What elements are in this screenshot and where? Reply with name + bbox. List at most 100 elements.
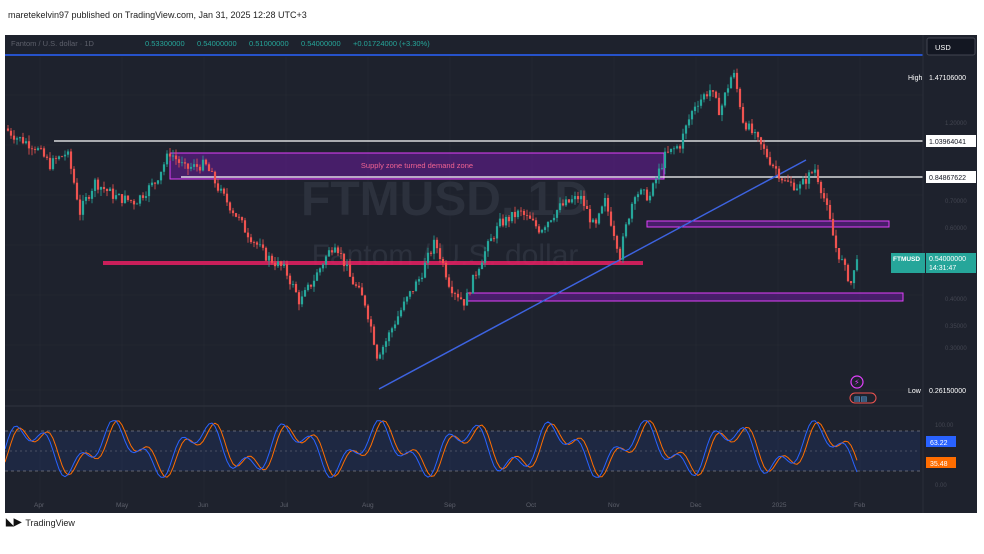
x-tick-label: Sep — [444, 502, 456, 509]
candle-body — [819, 181, 823, 194]
candle-body — [486, 241, 490, 252]
candle-body — [72, 168, 76, 183]
candle-body — [198, 166, 202, 171]
candle-body — [777, 168, 781, 179]
pink-support-line[interactable] — [103, 261, 643, 265]
trendline[interactable] — [378, 159, 807, 390]
candle-body — [123, 195, 127, 203]
candle-body — [240, 217, 244, 221]
candle-body — [33, 149, 37, 150]
candle-body — [84, 196, 88, 201]
price-scale: 1.20000 0.70000 0.60000 0.40000 0.35000 … — [922, 35, 977, 513]
candle-body — [834, 235, 838, 249]
candle-body — [789, 181, 793, 183]
flags-icon[interactable] — [849, 392, 877, 404]
price-chart[interactable]: FTMUSD, 1D Fantom / U.S. dollar Fantom /… — [5, 35, 977, 513]
candle-body — [675, 146, 679, 149]
candle-body — [492, 238, 496, 240]
candle-body — [234, 213, 238, 217]
candle-body — [306, 284, 310, 291]
current-price-tag — [926, 253, 976, 273]
candle-body — [696, 105, 700, 107]
candle-body — [222, 188, 226, 194]
candle-body — [282, 264, 286, 266]
candle-body — [342, 253, 346, 267]
candle-body — [645, 189, 649, 201]
candle-body — [150, 182, 154, 186]
candle-body — [288, 275, 292, 285]
candle-body — [732, 72, 736, 78]
tradingview-logo-icon: ◣▶ — [6, 517, 22, 528]
candle-body — [558, 203, 562, 211]
candle-body — [489, 238, 493, 242]
candle-body — [825, 198, 829, 205]
candle-body — [765, 148, 769, 158]
candle-body — [555, 210, 559, 218]
candle-body — [807, 172, 811, 184]
demand-zone[interactable] — [466, 292, 904, 302]
candle-body — [759, 137, 763, 145]
candle-body — [309, 284, 313, 287]
x-tick-label: Feb — [854, 502, 866, 509]
candle-body — [435, 239, 439, 249]
candle-body — [855, 259, 859, 271]
candle-body — [90, 190, 94, 199]
candle-body — [426, 252, 430, 263]
candle-body — [120, 194, 124, 203]
candle-body — [132, 200, 136, 205]
candle-body — [447, 277, 451, 287]
candle-body — [48, 157, 52, 170]
candle-body — [225, 193, 229, 203]
candle-body — [429, 252, 433, 254]
candle-body — [393, 324, 397, 329]
footer-brand: TradingView — [25, 517, 75, 528]
candle-body — [444, 262, 448, 278]
candle-body — [657, 168, 661, 180]
candle-body — [294, 284, 298, 293]
high-value: 1.47106000 — [929, 75, 966, 82]
candle-body — [591, 219, 595, 223]
candle-body — [258, 244, 262, 246]
candle-body — [816, 169, 820, 182]
candle-body — [186, 163, 190, 169]
candle-body — [654, 179, 658, 184]
candle-body — [432, 239, 436, 254]
candle-body — [267, 255, 271, 261]
candle-body — [639, 189, 643, 195]
supply-demand-zone[interactable] — [169, 152, 665, 180]
candle-body — [462, 299, 466, 306]
candle-body — [156, 180, 160, 184]
candle-body — [642, 189, 646, 191]
lightning-icon[interactable] — [850, 375, 864, 389]
candle-body — [201, 159, 205, 171]
chart-frame[interactable]: FTMUSD, 1D Fantom / U.S. dollar Fantom /… — [5, 35, 977, 513]
svg-text:0.00: 0.00 — [935, 483, 947, 489]
candle-body — [75, 182, 79, 200]
candle-body — [96, 179, 100, 190]
candle-body — [531, 218, 535, 221]
candle-body — [585, 205, 589, 210]
svg-text:1.20000: 1.20000 — [945, 121, 967, 127]
candle-body — [141, 195, 145, 198]
candle-body — [18, 137, 22, 139]
candle-body — [828, 204, 832, 219]
candle-body — [822, 193, 826, 199]
candle-body — [81, 200, 85, 215]
candle-body — [336, 247, 340, 254]
level2-tag — [926, 171, 976, 183]
countdown: 14:31:47 — [929, 265, 956, 272]
candle-body — [246, 232, 250, 238]
candle-body — [561, 203, 565, 206]
candle-body — [345, 264, 349, 267]
candle-body — [99, 187, 103, 190]
resistance-zone[interactable] — [646, 220, 890, 228]
candle-body — [327, 250, 331, 257]
x-tick-label: Jul — [280, 502, 289, 509]
candle-body — [708, 90, 712, 97]
candle-body — [849, 281, 853, 284]
candle-body — [390, 328, 394, 333]
candle-body — [324, 256, 328, 265]
candle-body — [831, 218, 835, 236]
stoch-d-line — [5, 420, 858, 478]
currency-button[interactable]: USD — [926, 37, 976, 56]
